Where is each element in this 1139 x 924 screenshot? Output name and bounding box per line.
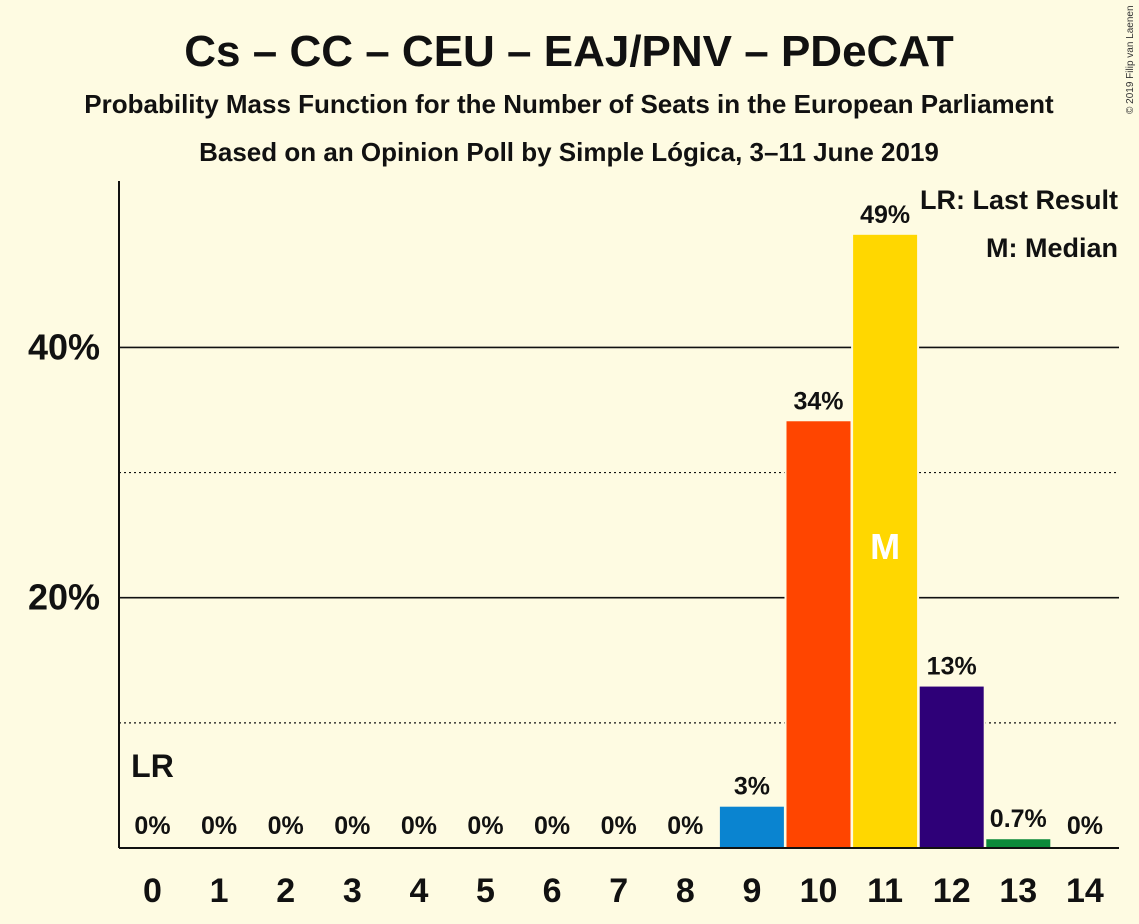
data-label: 0% <box>201 812 237 840</box>
x-tick-label: 8 <box>676 872 695 910</box>
x-tick-label: 3 <box>343 872 362 910</box>
data-label: 0% <box>667 812 703 840</box>
gridlines <box>119 346 1119 724</box>
data-label: 0.7% <box>990 805 1047 833</box>
data-label: 49% <box>860 201 910 229</box>
x-tick-label: 9 <box>742 872 761 910</box>
x-tick-label: 14 <box>1066 872 1104 910</box>
data-label: 0% <box>134 812 170 840</box>
data-label: 0% <box>467 812 503 840</box>
y-tick-label: 40% <box>28 326 100 367</box>
x-tick-label: 13 <box>999 872 1037 910</box>
y-tick-label: 20% <box>28 577 100 618</box>
chart-source-line: Based on an Opinion Poll by Simple Lógic… <box>199 137 939 167</box>
chart-subtitle: Probability Mass Function for the Number… <box>84 89 1054 119</box>
bar <box>986 839 1051 848</box>
x-tick-label: 12 <box>933 872 971 910</box>
bar <box>919 686 984 848</box>
data-label: 13% <box>927 653 977 681</box>
bar <box>786 421 851 848</box>
data-label: 0% <box>534 812 570 840</box>
x-tick-label: 5 <box>476 872 495 910</box>
data-label: 0% <box>401 812 437 840</box>
data-label: 0% <box>1067 812 1103 840</box>
data-label: 3% <box>734 773 770 801</box>
data-labels: 0% 0% 0% 0% 0% 0% 0% 0% 0% 3% 34% 49% 13% 0.7% 0% LR M <box>131 201 1103 840</box>
x-tick-label: 6 <box>543 872 562 910</box>
data-label: 34% <box>793 387 843 415</box>
legend-median: M: Median <box>986 233 1118 263</box>
last-result-marker: LR <box>131 748 174 784</box>
bars <box>717 232 1053 849</box>
x-tick-label: 1 <box>210 872 229 910</box>
median-marker: M <box>870 526 900 567</box>
x-axis-ticks: 0 1 2 3 4 5 6 7 8 9 10 11 12 13 14 <box>143 872 1104 910</box>
x-tick-label: 10 <box>800 872 838 910</box>
data-label: 0% <box>334 812 370 840</box>
x-tick-label: 11 <box>867 872 903 910</box>
copyright-notice: © 2019 Filip van Laenen <box>1125 5 1136 114</box>
x-tick-label: 0 <box>143 872 162 910</box>
chart-title: Cs – CC – CEU – EAJ/PNV – PDeCAT <box>184 27 954 76</box>
legend-last-result: LR: Last Result <box>920 185 1118 215</box>
bar <box>853 234 918 849</box>
bar <box>719 806 784 848</box>
x-tick-label: 7 <box>609 872 628 910</box>
data-label: 0% <box>268 812 304 840</box>
x-tick-label: 4 <box>409 872 428 910</box>
y-axis-ticks: 20% 40% <box>28 326 100 617</box>
data-label: 0% <box>601 812 637 840</box>
x-tick-label: 2 <box>276 872 295 910</box>
